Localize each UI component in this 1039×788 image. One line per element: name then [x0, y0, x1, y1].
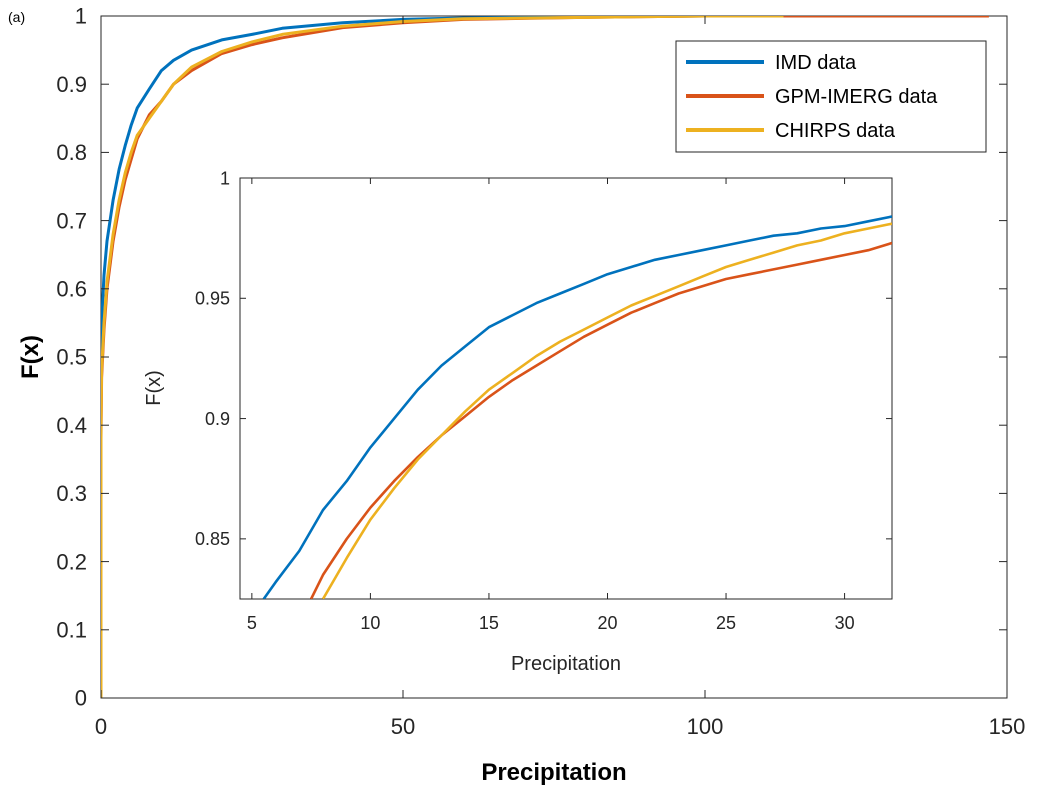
- main-y-ticks: 0 0.1 0.2 0.3 0.4 0.5 0.6 0.7 0.8 0.9 1: [56, 4, 1007, 711]
- inset-x-tick-label: 25: [716, 613, 736, 633]
- inset-x-tick-label: 5: [247, 613, 257, 633]
- inset-chart: 5 10 15 20 25 30 0.85 0.9 0.95 1 Precipitation F…: [143, 168, 893, 675]
- inset-series-line-3: [321, 222, 892, 599]
- legend: IMD data GPM-IMERG data CHIRPS data: [675, 40, 987, 153]
- main-x-tick-label: 100: [687, 714, 724, 739]
- main-series-line-1: [101, 16, 887, 698]
- inset-series-line-1: [262, 215, 892, 599]
- main-y-tick-label: 0.9: [56, 72, 87, 97]
- inset-y-tick-label: 0.85: [195, 529, 230, 549]
- inset-x-ticks: 5 10 15 20 25 30: [247, 178, 855, 633]
- main-x-tick-label: 50: [391, 714, 415, 739]
- inset-x-tick-label: 15: [479, 613, 499, 633]
- main-y-tick-label: 1: [75, 4, 87, 29]
- main-y-tick-label: 0.5: [56, 345, 87, 370]
- main-x-axis-label: Precipitation: [481, 759, 626, 786]
- inset-y-tick-label: 1: [220, 168, 230, 188]
- main-y-tick-label: 0: [75, 686, 87, 711]
- inset-y-tick-label: 0.95: [195, 289, 230, 309]
- legend-label-3: CHIRPS data: [775, 120, 896, 142]
- main-series-line-3: [101, 16, 784, 698]
- main-y-tick-label: 0.6: [56, 277, 87, 302]
- main-y-tick-label: 0.4: [56, 413, 87, 438]
- main-y-tick-label: 0.7: [56, 208, 87, 233]
- main-series-lines: [101, 16, 989, 698]
- main-y-tick-label: 0.2: [56, 549, 87, 574]
- legend-label-1: IMD data: [775, 52, 857, 74]
- main-y-tick-label: 0.1: [56, 618, 87, 643]
- inset-y-tick-label: 0.9: [205, 409, 230, 429]
- main-x-tick-label: 150: [989, 714, 1026, 739]
- inset-plot-frame: [239, 177, 893, 600]
- inset-series-line-2: [309, 241, 892, 599]
- main-x-ticks: 0 50 100 150: [95, 16, 1025, 739]
- inset-x-tick-label: 20: [597, 613, 617, 633]
- inset-y-ticks: 0.85 0.9 0.95 1: [195, 168, 892, 549]
- main-y-tick-label: 0.3: [56, 481, 87, 506]
- inset-y-axis-label: F(x): [143, 370, 165, 406]
- main-x-tick-label: 0: [95, 714, 107, 739]
- inset-x-tick-label: 10: [360, 613, 380, 633]
- panel-label: (a): [8, 9, 25, 25]
- main-y-axis-label: F(x): [17, 335, 44, 379]
- inset-series-lines: [262, 215, 892, 599]
- inset-x-tick-label: 30: [835, 613, 855, 633]
- inset-x-axis-label: Precipitation: [511, 653, 621, 675]
- main-y-tick-label: 0.8: [56, 140, 87, 165]
- legend-label-2: GPM-IMERG data: [775, 86, 938, 108]
